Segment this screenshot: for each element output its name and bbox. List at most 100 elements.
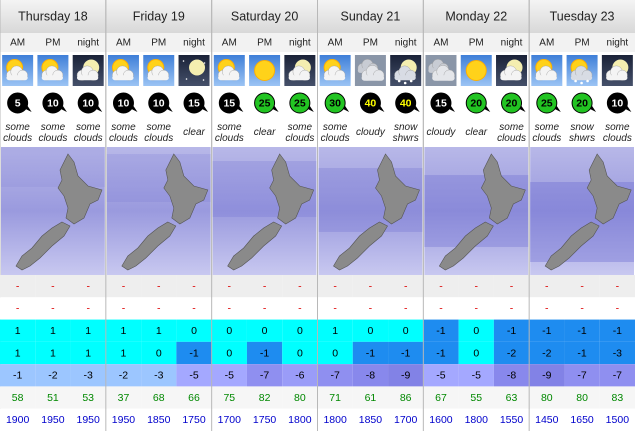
cell-value: 1500 <box>606 414 630 426</box>
cell-value: - <box>333 280 337 292</box>
cell-value: -1 <box>577 325 586 337</box>
cell-bg <box>70 364 106 387</box>
cell-value: 0 <box>367 325 373 337</box>
icon-cloud <box>112 75 134 81</box>
cell-bg <box>282 341 318 365</box>
cell-bg <box>0 297 36 320</box>
cell-bg <box>141 319 177 342</box>
weather-text: some clouds <box>215 122 244 144</box>
cell-value: -2 <box>507 347 516 359</box>
wind-badge <box>571 92 593 114</box>
wind-badge <box>254 92 276 114</box>
cell-bg <box>70 319 106 342</box>
cell-value: 1950 <box>112 414 136 426</box>
cell-value: - <box>16 280 20 292</box>
cell-bg <box>176 319 212 342</box>
cell-value: 1900 <box>6 414 30 426</box>
cell-value: -2 <box>119 370 128 382</box>
weather-text: clear <box>183 127 205 138</box>
wind-badge <box>77 92 99 114</box>
cell-value: -7 <box>330 370 339 382</box>
period-row-bg <box>529 33 635 52</box>
weather-text: some clouds <box>532 122 561 144</box>
cell-value: -1 <box>189 347 198 359</box>
weather-text: some clouds <box>109 122 138 144</box>
cell-bg <box>70 386 106 409</box>
cell-bg <box>70 408 106 431</box>
cell-bg <box>599 386 635 409</box>
cell-bg <box>423 364 459 387</box>
wind-speed: 25 <box>294 97 306 109</box>
wind-arrow <box>484 106 491 112</box>
cell-value: 1 <box>85 347 91 359</box>
map-panel <box>106 147 211 275</box>
cell-bg <box>317 319 353 342</box>
cell-bg <box>246 341 283 365</box>
cell-value: 0 <box>191 325 197 337</box>
cell-value: 1700 <box>218 414 242 426</box>
weather-text: cloudy <box>356 127 386 138</box>
period-row-bg <box>211 33 318 52</box>
cell-bg <box>388 364 424 387</box>
cell-bg <box>352 319 389 342</box>
wind-arrow <box>237 106 244 112</box>
cell-bg <box>211 275 247 298</box>
cell-bg <box>564 408 600 431</box>
icon-sun <box>465 60 487 81</box>
cell-value: -2 <box>542 347 551 359</box>
cell-value: -1 <box>401 347 410 359</box>
cell-bg <box>423 319 459 342</box>
cell-value: 1800 <box>323 414 347 426</box>
cell-value: -1 <box>436 347 445 359</box>
map-panel <box>212 147 317 275</box>
cell-bg <box>317 275 353 298</box>
cell-bg <box>493 297 530 320</box>
cell-bg <box>70 341 106 365</box>
cell-value: -3 <box>154 370 163 382</box>
cell-value: 1600 <box>429 414 453 426</box>
cell-value: 61 <box>365 392 377 404</box>
cell-bg <box>352 408 389 431</box>
map-panel <box>424 147 529 275</box>
cell-bg <box>70 275 106 298</box>
cell-bg <box>458 297 494 320</box>
period-label: night <box>183 38 205 49</box>
map-sea <box>530 147 634 275</box>
weather-icon <box>496 55 528 86</box>
cell-bg <box>493 386 530 409</box>
wind-speed: 10 <box>153 97 165 109</box>
cell-bg <box>211 319 247 342</box>
icon-cloud <box>500 75 522 81</box>
cell-value: 68 <box>153 392 165 404</box>
cell-value: 1 <box>15 325 21 337</box>
map-land <box>227 221 283 271</box>
wind-badge <box>606 92 628 114</box>
cell-value: - <box>298 303 302 315</box>
weather-icon <box>249 55 281 86</box>
wind-speed: 10 <box>612 97 624 109</box>
cell-bg <box>493 275 530 298</box>
map-sea <box>424 147 529 275</box>
cell-value: - <box>122 303 126 315</box>
cell-value: 80 <box>294 392 306 404</box>
cell-value: - <box>369 280 373 292</box>
wind-speed: 20 <box>470 97 482 109</box>
icon-cloud <box>570 75 593 81</box>
wind-badge <box>218 92 240 114</box>
cell-value: 0 <box>473 347 479 359</box>
cell-value: - <box>86 280 90 292</box>
wind-speed: 25 <box>259 97 271 109</box>
cell-value: - <box>228 303 232 315</box>
period-row-bg <box>423 33 530 52</box>
cell-bg <box>105 408 142 431</box>
cell-bg <box>529 364 565 387</box>
icon-star <box>203 62 206 64</box>
weather-text: snow shwrs <box>393 122 419 144</box>
cell-value: 66 <box>188 392 200 404</box>
cell-value: -1 <box>542 325 551 337</box>
cell-bg <box>176 364 212 387</box>
cell-value: - <box>122 280 126 292</box>
cell-value: -5 <box>189 370 198 382</box>
day-header-bg <box>211 0 318 33</box>
period-label: AM <box>539 38 554 49</box>
